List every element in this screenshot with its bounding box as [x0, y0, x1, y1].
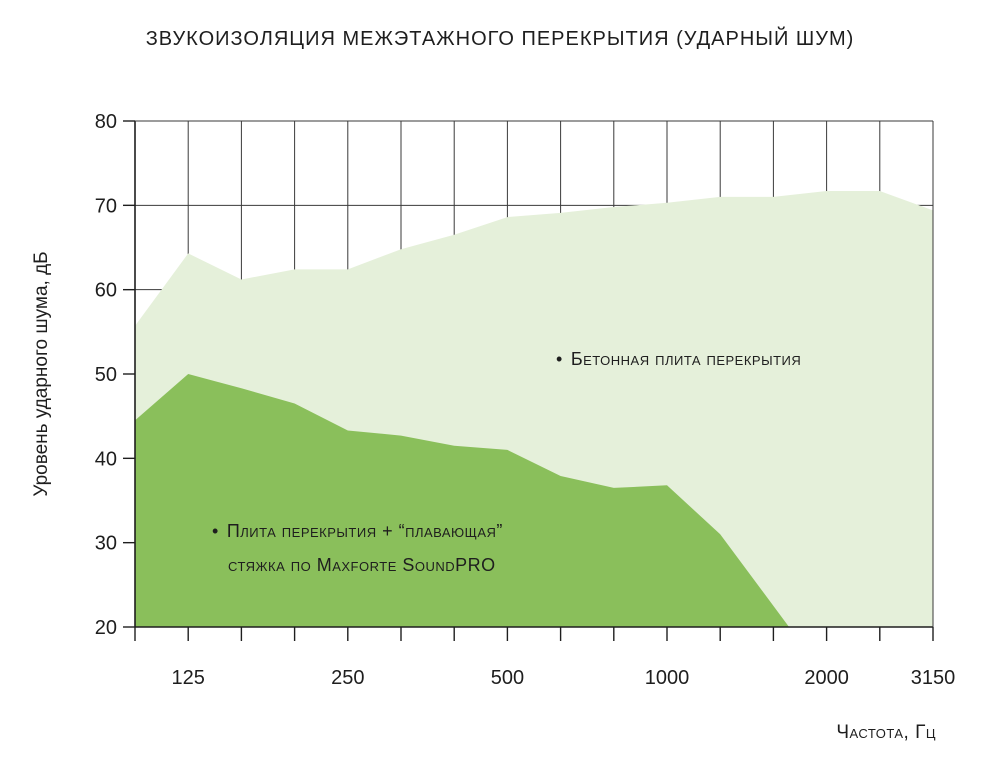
series-label-floating: • Плита перекрытия + “плавающая” стяжка п… — [212, 514, 503, 582]
x-tick-label: 1000 — [645, 667, 690, 689]
y-tick-label: 50 — [95, 364, 117, 386]
y-tick-label: 70 — [95, 195, 117, 217]
x-tick-label: 3150 — [911, 667, 956, 689]
chart-title: ЗВУКОИЗОЛЯЦИЯ МЕЖЭТАЖНОГО ПЕРЕКРЫТИЯ (УД… — [145, 28, 855, 50]
x-tick-label: 125 — [172, 667, 205, 689]
x-axis-label: Частота, Гц — [836, 722, 936, 743]
series-label-floating-line2: стяжка по Maxforte SoundPRO — [228, 555, 496, 575]
y-tick-label: 80 — [95, 111, 117, 133]
y-tick-label: 20 — [95, 617, 117, 639]
x-tick-label: 500 — [491, 667, 524, 689]
y-tick-label: 60 — [95, 280, 117, 302]
x-tick-label: 2000 — [804, 667, 849, 689]
series-label-floating-line1: Плита перекрытия + “плавающая” — [226, 521, 503, 541]
x-tick-label: 250 — [331, 667, 364, 689]
bullet-icon: • — [556, 349, 563, 369]
series-label-concrete-text: Бетонная плита перекрытия — [570, 349, 802, 369]
bullet-icon: • — [212, 521, 219, 541]
area-floating-screed — [135, 374, 827, 627]
series-label-concrete: • Бетонная плита перекрытия — [556, 342, 801, 376]
y-tick-label: 40 — [95, 448, 117, 470]
y-tick-label: 30 — [95, 533, 117, 555]
